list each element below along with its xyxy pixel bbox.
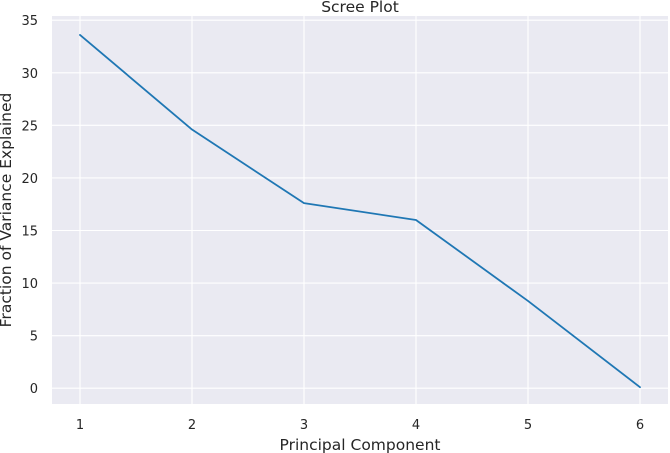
x-tick-label: 3: [300, 418, 308, 433]
y-tick-labels: 0 5 10 15 20 25 30 35: [21, 14, 38, 397]
y-tick-label: 35: [21, 14, 38, 29]
grid-lines: [52, 16, 668, 404]
x-tick-label: 2: [188, 418, 196, 433]
x-tick-label: 6: [636, 418, 644, 433]
y-tick-label: 20: [21, 172, 38, 187]
x-tick-label: 1: [76, 418, 84, 433]
chart-title: Scree Plot: [321, 0, 399, 16]
plot-area-background: [52, 16, 668, 404]
y-tick-label: 5: [30, 330, 38, 345]
x-tick-labels: 1 2 3 4 5 6: [76, 418, 644, 433]
y-axis-label: Fraction of Variance Explained: [0, 93, 15, 328]
y-tick-label: 10: [21, 277, 38, 292]
x-tick-label: 4: [412, 418, 420, 433]
y-tick-label: 0: [30, 382, 38, 397]
y-tick-label: 30: [21, 67, 38, 82]
series-layer: [79, 34, 641, 389]
x-axis-label: Principal Component: [280, 436, 441, 453]
y-tick-label: 25: [21, 119, 38, 134]
y-tick-label: 15: [21, 225, 38, 240]
series-line-0: [79, 34, 641, 389]
x-tick-label: 5: [524, 418, 532, 433]
